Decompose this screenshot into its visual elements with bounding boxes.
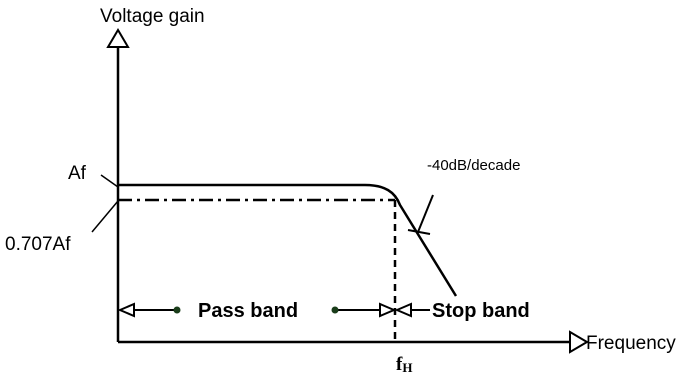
af-pointer [100, 174, 119, 188]
x-axis-label: Frequency [586, 333, 676, 354]
stop-arrow-left [394, 302, 412, 318]
pass-dot-right [331, 306, 339, 314]
axes [106, 28, 589, 354]
cutoff-label: fH [396, 354, 412, 375]
cutoff-sub: H [402, 360, 412, 375]
x-arrow [569, 330, 589, 354]
pass-arrow-right [379, 302, 397, 318]
stop-band-label: Stop band [432, 300, 530, 322]
half-power-pointer [91, 200, 119, 233]
pass-dot-left [173, 306, 181, 314]
af-label: Af [68, 163, 87, 184]
slope-label: -40dB/decade [427, 157, 520, 174]
slope-pointer-tick [407, 229, 431, 235]
cutoff-main: f [396, 354, 403, 375]
y-axis-label: Voltage gain [100, 6, 205, 27]
slope-pointer [417, 194, 434, 233]
pass-arrow-left [117, 302, 135, 318]
response-curve [118, 183, 458, 297]
half-power-label: 0.707Af [5, 234, 71, 255]
band-arrows [117, 302, 430, 318]
pass-band-label: Pass band [198, 300, 298, 322]
y-arrow [106, 28, 130, 48]
